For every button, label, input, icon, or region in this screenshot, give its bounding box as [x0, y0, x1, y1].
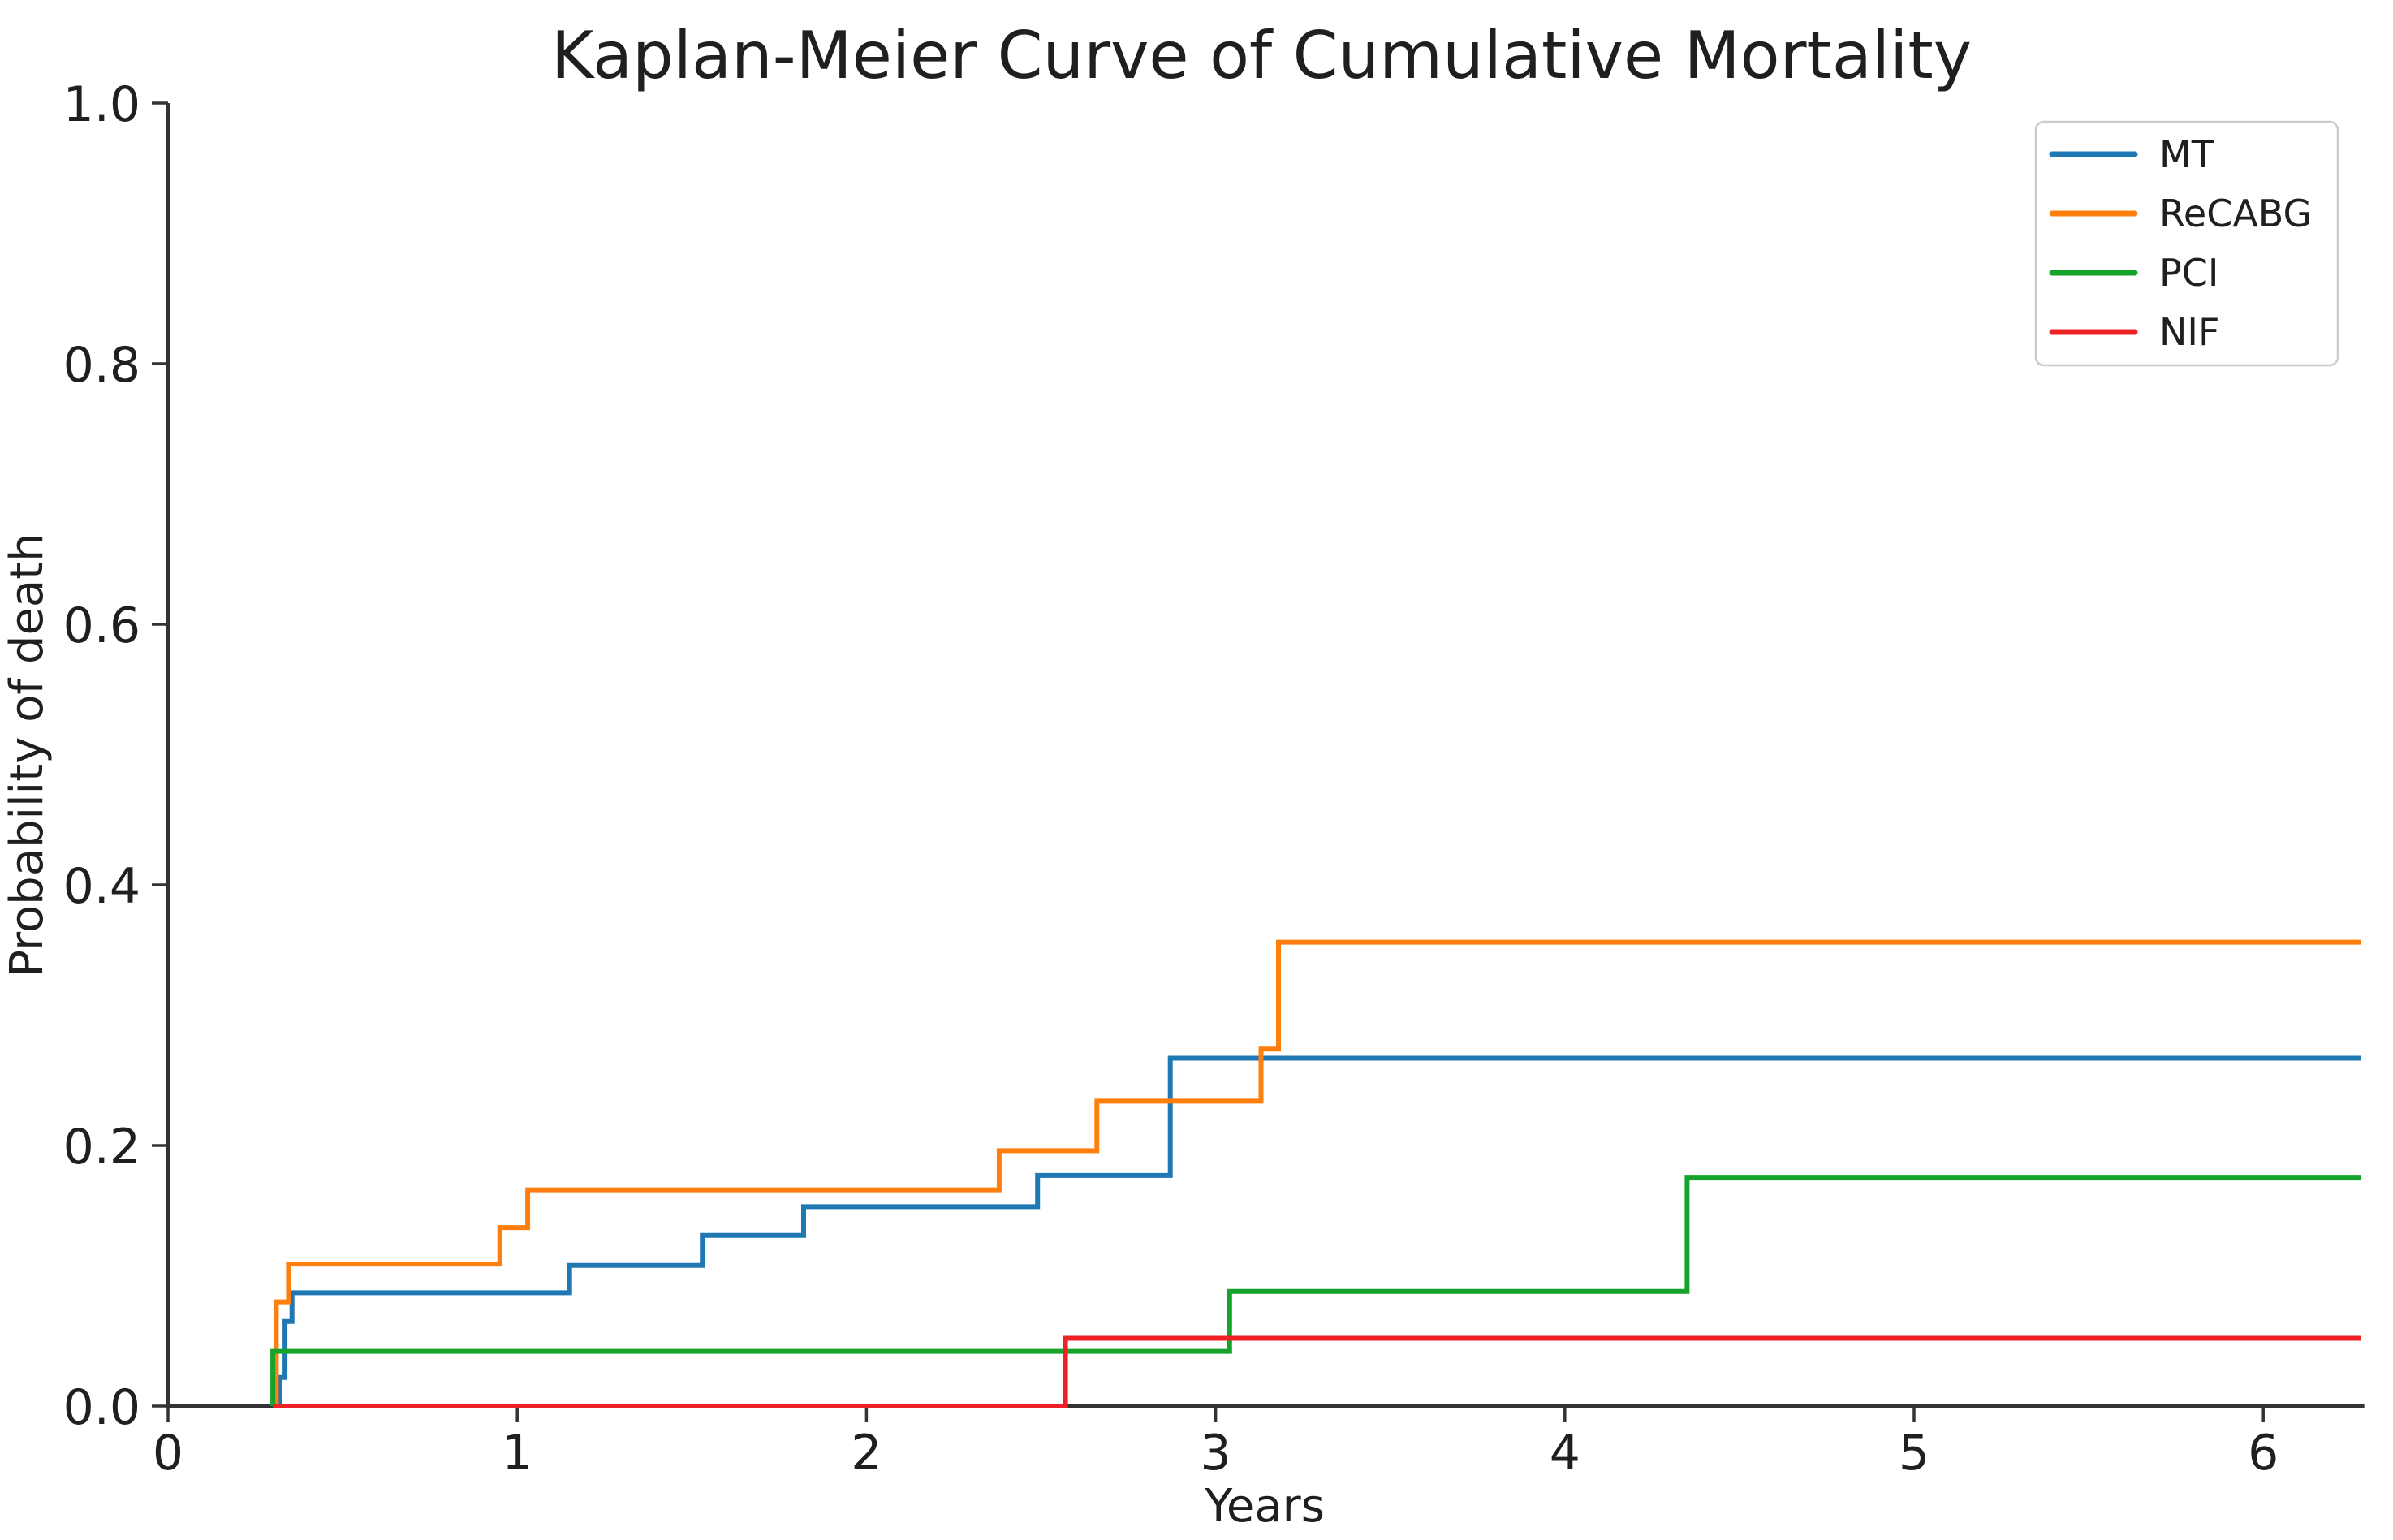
legend-box	[2034, 120, 2339, 367]
legend-label-recabg: ReCABG	[2159, 192, 2312, 235]
km-curve-mt	[277, 1055, 2361, 1406]
y-tick-label: 0.0	[63, 1379, 140, 1436]
x-axis-label: Years	[1204, 1480, 1325, 1533]
legend: MT ReCABG PCI NIF	[2034, 120, 2339, 367]
legend-item-nif: NIF	[2049, 310, 2219, 354]
x-tick-label: 6	[2248, 1425, 2279, 1482]
y-axis-label: Probability of death	[1, 533, 54, 977]
y-tick-label: 1.0	[63, 76, 140, 133]
km-curve-recabg	[274, 939, 2361, 1406]
legend-item-mt: MT	[2049, 132, 2215, 176]
y-tick-label: 0.8	[63, 337, 140, 394]
x-tick-label: 3	[1201, 1425, 1231, 1482]
legend-label-pci: PCI	[2159, 251, 2218, 295]
x-tick-label: 5	[1899, 1425, 1929, 1482]
x-tick-label: 4	[1550, 1425, 1580, 1482]
legend-item-recabg: ReCABG	[2049, 192, 2312, 235]
x-tick-label: 2	[851, 1425, 882, 1482]
survival-curves	[270, 939, 2361, 1408]
legend-item-pci: PCI	[2049, 251, 2218, 295]
y-tick-label: 0.4	[63, 858, 140, 915]
y-tick-label: 0.6	[63, 597, 140, 654]
km-curve-pci	[270, 1175, 2361, 1406]
legend-label-mt: MT	[2159, 132, 2215, 176]
y-tick-label: 0.2	[63, 1119, 140, 1175]
x-tick-label: 1	[502, 1425, 532, 1482]
axes: 0 1 2 3 4 5 6 0.0 0.2 0.4 0.6 0.8 1.0	[63, 76, 2365, 1482]
km-curve-nif	[273, 1335, 2361, 1408]
legend-label-nif: NIF	[2159, 310, 2219, 354]
x-tick-label: 0	[153, 1425, 183, 1482]
chart-title: Kaplan-Meier Curve of Cumulative Mortali…	[551, 18, 1972, 93]
